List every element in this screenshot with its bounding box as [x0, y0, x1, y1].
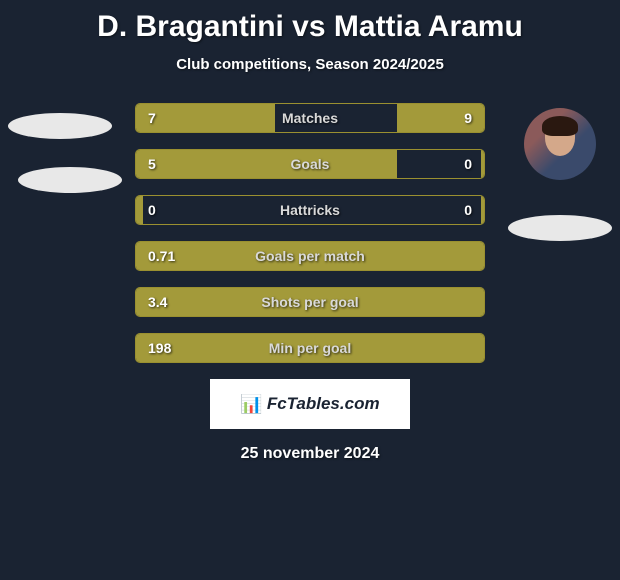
- stat-row: 0.71 Goals per match: [135, 241, 485, 271]
- stat-value-right: 0: [464, 156, 472, 172]
- date-label: 25 november 2024: [0, 445, 620, 463]
- stat-row: 3.4 Shots per goal: [135, 287, 485, 317]
- page-title: D. Bragantini vs Mattia Aramu: [0, 10, 620, 44]
- stat-label: Matches: [282, 110, 338, 126]
- bar-fill-left: [136, 196, 143, 224]
- stat-bars: 7 Matches 9 5 Goals 0 0 Hattricks 0 0.71 Goals per…: [135, 103, 485, 363]
- comparison-area: 7 Matches 9 5 Goals 0 0 Hattricks 0 0.71 Goals per…: [0, 103, 620, 363]
- subtitle: Club competitions, Season 2024/2025: [0, 56, 620, 73]
- stat-row: 0 Hattricks 0: [135, 195, 485, 225]
- player-right-avatar: [524, 108, 596, 180]
- stat-label: Goals: [291, 156, 330, 172]
- bar-fill-left: [136, 104, 275, 132]
- player-left-placeholder-1: [8, 113, 112, 139]
- stat-label: Min per goal: [269, 340, 351, 356]
- stat-value-left: 198: [148, 340, 171, 356]
- stat-row: 7 Matches 9: [135, 103, 485, 133]
- stat-label: Goals per match: [255, 248, 365, 264]
- stat-row: 5 Goals 0: [135, 149, 485, 179]
- stat-value-right: 9: [464, 110, 472, 126]
- comparison-container: D. Bragantini vs Mattia Aramu Club compe…: [0, 0, 620, 580]
- stat-value-left: 0.71: [148, 248, 175, 264]
- stat-value-left: 3.4: [148, 294, 167, 310]
- bar-fill-left: [136, 150, 397, 178]
- player-right-placeholder: [508, 215, 612, 241]
- bar-fill-right: [481, 196, 484, 224]
- stat-label: Hattricks: [280, 202, 340, 218]
- chart-icon: 📊: [240, 394, 262, 415]
- stat-value-right: 0: [464, 202, 472, 218]
- stat-label: Shots per goal: [261, 294, 358, 310]
- brand-text: FcTables.com: [267, 394, 380, 414]
- bar-fill-right: [481, 150, 484, 178]
- stat-value-left: 0: [148, 202, 156, 218]
- player-left-placeholder-2: [18, 167, 122, 193]
- brand-box[interactable]: 📊 FcTables.com: [210, 379, 410, 429]
- stat-value-left: 5: [148, 156, 156, 172]
- stat-row: 198 Min per goal: [135, 333, 485, 363]
- stat-value-left: 7: [148, 110, 156, 126]
